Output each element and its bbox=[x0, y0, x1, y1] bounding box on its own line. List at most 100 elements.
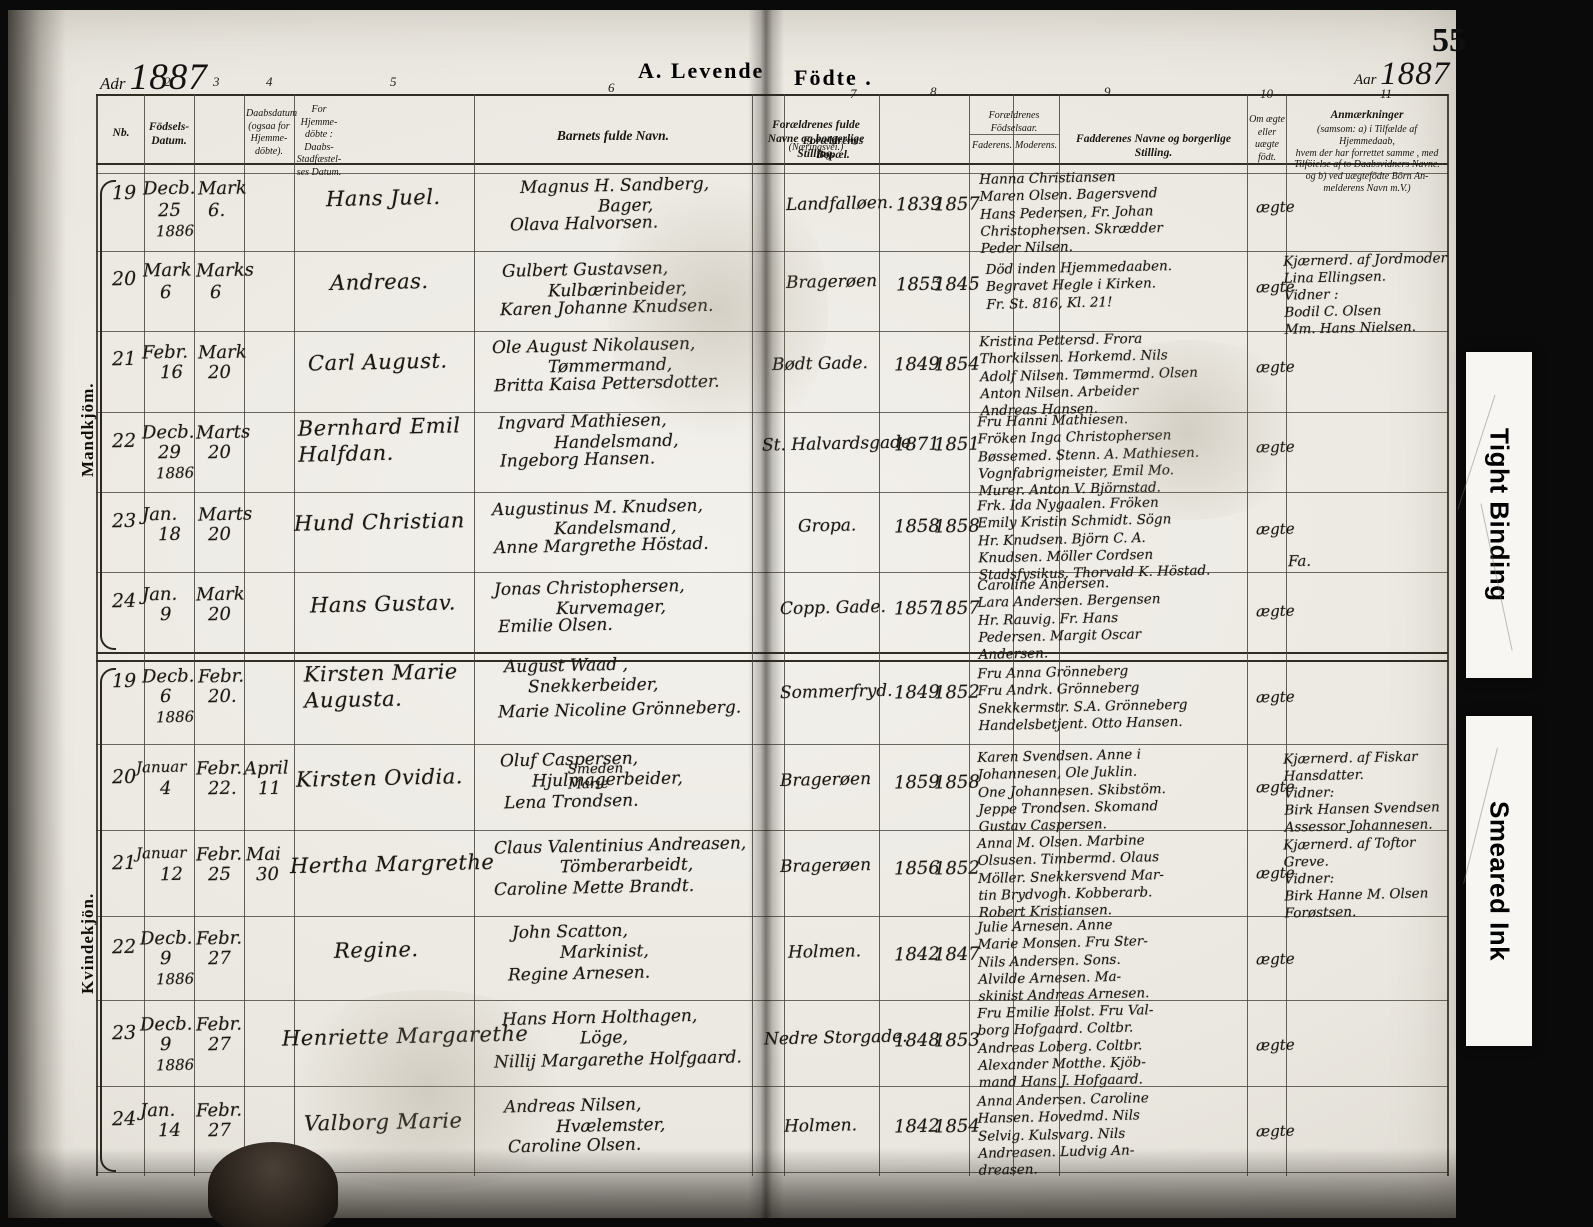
mother-name: Ingeborg Hansen. bbox=[499, 448, 656, 472]
birth-day: 14 bbox=[157, 1119, 182, 1142]
row-sep bbox=[96, 331, 1448, 332]
birth-day: 9 bbox=[159, 947, 172, 970]
colnum-9: 9 bbox=[1104, 84, 1111, 99]
residence: Sommerfryd. bbox=[779, 680, 893, 704]
remarks: Kjærnerd. af Jordmoder Lina Ellingsen. V… bbox=[1283, 250, 1448, 338]
child-name: Valborg Marie bbox=[303, 1108, 463, 1136]
mother-birthyear: 1857 bbox=[933, 193, 981, 216]
child-name: Regine. bbox=[333, 937, 419, 963]
legitimacy: ægte bbox=[1255, 687, 1295, 707]
col-border-name bbox=[474, 94, 475, 1176]
bapt-month: Febr. bbox=[197, 665, 245, 688]
bapt-month: Febr. bbox=[195, 1013, 243, 1036]
header-father-birthyear: Faderens. bbox=[972, 140, 1012, 151]
scanner-thumb bbox=[208, 1142, 338, 1227]
mother-name: Regine Arnesen. bbox=[507, 962, 651, 986]
row-sep bbox=[96, 830, 1448, 831]
birth-day: 6 bbox=[159, 685, 172, 708]
sponsors: Fru Anna Grönneberg Fru Andrk. Grönneber… bbox=[977, 663, 1188, 734]
legitimacy: ægte bbox=[1255, 1121, 1295, 1141]
birth-month: Mark bbox=[142, 259, 192, 282]
col-border-gutter-a bbox=[784, 94, 785, 1176]
bapt-month: Febr. bbox=[195, 927, 243, 950]
colnum-3: 3 bbox=[213, 74, 220, 89]
conf-day: 30 bbox=[255, 863, 280, 886]
mother-note: Smeden Marie bbox=[567, 760, 624, 793]
bapt-month: Febr. bbox=[195, 757, 243, 780]
bapt-day: 27 bbox=[207, 1119, 232, 1142]
header-parents-trade: (Næringsvei.) bbox=[788, 142, 844, 153]
archival-tab-tight-binding: Tight Binding bbox=[1457, 352, 1532, 678]
colnum-6: 6 bbox=[608, 80, 615, 95]
birth-year: 1886 bbox=[155, 707, 195, 727]
header-confirm-date: For Hjemme- döbte : Daabs- Stadfæstel- s… bbox=[296, 104, 342, 178]
year-label-left: Aar 1887 bbox=[100, 56, 208, 99]
child-name: Kirsten Ovidia. bbox=[295, 764, 464, 792]
bapt-month: Febr. bbox=[195, 1099, 243, 1122]
page-title-right: Födte . bbox=[794, 65, 873, 90]
father-name: John Scatton, bbox=[511, 920, 629, 944]
colnum-10: 10 bbox=[1260, 86, 1273, 101]
col-border bbox=[96, 94, 98, 1176]
legitimacy: ægte bbox=[1255, 949, 1295, 969]
header-nb: Nb. bbox=[112, 127, 130, 139]
header-mother-birthyear: Moderens. bbox=[1015, 140, 1058, 151]
residence: Bragerøen bbox=[779, 855, 872, 877]
birth-month: Decb. bbox=[141, 421, 195, 444]
child-name: Hans Juel. bbox=[325, 184, 441, 212]
conf-month: Mai bbox=[245, 843, 282, 866]
bapt-month: Marts bbox=[197, 503, 253, 526]
col-border-parents bbox=[752, 94, 753, 1176]
legitimacy: ægte bbox=[1255, 357, 1295, 377]
col-border-mbirth bbox=[1059, 94, 1060, 1176]
legitimacy: ægte bbox=[1255, 601, 1295, 621]
father-trade: Snekkerbeider, bbox=[527, 674, 659, 698]
row-sep bbox=[96, 412, 1448, 413]
child-name: Bernhard Emil Halfdan. bbox=[297, 413, 461, 467]
child-name: Kirsten Marie Augusta. bbox=[303, 659, 458, 713]
birth-month: Decb. bbox=[141, 665, 195, 688]
sponsors: Anna Andersen. Caroline Hansen. Hovedmd.… bbox=[977, 1090, 1149, 1179]
residence: Holmen. bbox=[783, 1115, 858, 1137]
colnum-8: 8 bbox=[930, 84, 937, 99]
header-legitimacy: Om ægte eller uægte födt. bbox=[1249, 114, 1285, 163]
remarks: Kjærnerd. af Toftor Greve. Vidner: Birk … bbox=[1283, 834, 1429, 921]
birth-day: 12 bbox=[159, 863, 184, 886]
sponsors: Julie Arnesen. Anne Marie Monsen. Fru St… bbox=[977, 916, 1150, 1005]
father-name: Andreas Nilsen, bbox=[503, 1094, 642, 1118]
legitimacy: ægte bbox=[1255, 197, 1295, 217]
sponsors: Caroline Andersen. Lara Andersen. Bergen… bbox=[977, 575, 1161, 663]
residence: Copp. Gade. bbox=[779, 596, 887, 620]
birth-month: Decb. bbox=[139, 1013, 193, 1036]
bapt-month: Marts bbox=[195, 421, 251, 444]
birth-year: 1886 bbox=[155, 969, 195, 989]
col-border-nb bbox=[144, 94, 145, 1176]
header-birth-date: Födsels- Datum. bbox=[148, 121, 190, 148]
mother-name: Emilie Olsen. bbox=[497, 614, 614, 638]
mother-birthyear: 1854 bbox=[933, 1115, 981, 1138]
child-name: Hertha Margrethe bbox=[289, 849, 495, 879]
birth-year: 1886 bbox=[155, 221, 195, 241]
bapt-day: 20 bbox=[207, 441, 232, 464]
birth-day: 29 bbox=[157, 441, 182, 464]
mother-name: Lena Trondsen. bbox=[503, 790, 639, 814]
mother-birthyear: 1851 bbox=[933, 433, 981, 456]
father-name: Gulbert Gustavsen, bbox=[501, 258, 669, 282]
birth-day: 16 bbox=[159, 361, 184, 384]
header-residence: Forældrenes Bopæl. bbox=[802, 135, 864, 162]
header-remarks-body: (samsom: a) i Tilfælde af Hjemmedaab, hv… bbox=[1294, 124, 1440, 194]
father-name: August Waad , bbox=[503, 654, 629, 678]
birth-day: 9 bbox=[159, 1033, 172, 1056]
child-name: Andreas. bbox=[329, 268, 429, 296]
sex-section-divider-2 bbox=[96, 660, 1448, 662]
header-remarks-title: Anmærkninger bbox=[1330, 109, 1404, 121]
birth-month: Januar bbox=[135, 843, 187, 863]
residence: Bødt Gade. bbox=[771, 352, 869, 376]
header-baptism-date: Daabsdatum (ogsaa for Hjemme- döbte). bbox=[246, 108, 298, 157]
birth-month: Jan. bbox=[141, 503, 178, 526]
archival-tab-smeared-ink: Smeared Ink bbox=[1463, 716, 1532, 1046]
header-parents-birthyear: Forældrenes Födselsaar. bbox=[988, 110, 1040, 134]
mother-name: Caroline Olsen. bbox=[507, 1134, 642, 1158]
birth-day: 9 bbox=[159, 603, 172, 626]
